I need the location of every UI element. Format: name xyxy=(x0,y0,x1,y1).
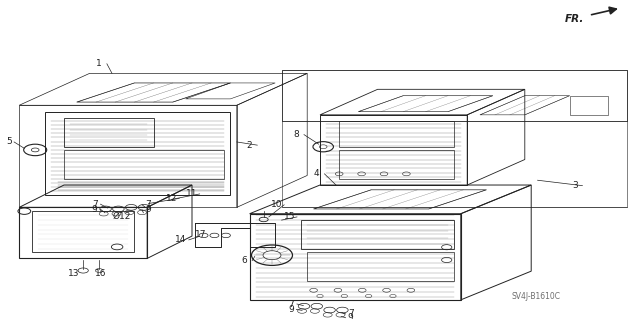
Text: 14: 14 xyxy=(175,235,187,244)
Text: 4: 4 xyxy=(314,169,319,178)
Text: 9: 9 xyxy=(92,205,97,214)
Text: SV4J-B1610C: SV4J-B1610C xyxy=(512,292,561,300)
Text: 7: 7 xyxy=(92,200,97,209)
Text: FR.: FR. xyxy=(564,13,584,24)
Text: 7: 7 xyxy=(348,309,353,318)
Text: 9: 9 xyxy=(348,313,353,319)
Text: 3: 3 xyxy=(572,181,577,190)
Text: 8: 8 xyxy=(294,130,299,139)
Text: 17: 17 xyxy=(195,230,206,239)
Text: 6: 6 xyxy=(242,256,247,265)
Text: 9: 9 xyxy=(146,205,151,214)
Text: 1: 1 xyxy=(97,59,102,68)
Text: 11: 11 xyxy=(186,189,198,198)
Text: 10: 10 xyxy=(271,200,282,209)
Text: 7: 7 xyxy=(289,300,294,308)
Text: 2: 2 xyxy=(247,141,252,150)
Text: 12: 12 xyxy=(166,194,177,203)
Text: 16: 16 xyxy=(95,269,107,278)
Text: Ø12: Ø12 xyxy=(113,212,131,221)
Text: 13: 13 xyxy=(68,269,79,278)
Text: 15: 15 xyxy=(284,212,295,221)
Text: 9: 9 xyxy=(289,305,294,314)
Text: 7: 7 xyxy=(146,200,151,209)
Text: 5: 5 xyxy=(7,137,12,146)
